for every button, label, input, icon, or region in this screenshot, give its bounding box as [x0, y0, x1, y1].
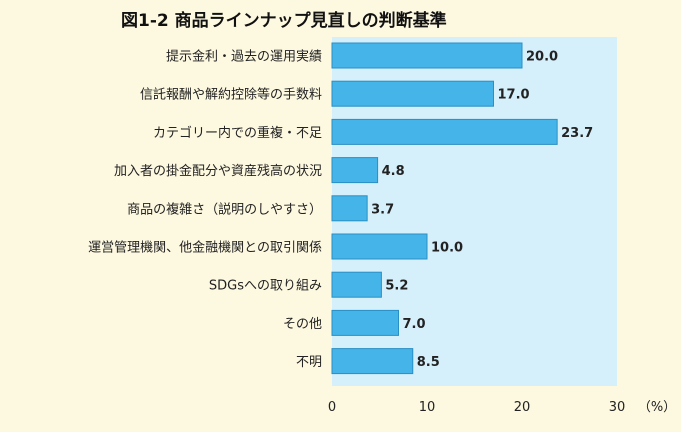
bar [331, 195, 368, 222]
x-tick-label: 10 [419, 400, 436, 415]
bar [331, 309, 399, 336]
bar [331, 233, 428, 260]
data-label: 3.7 [371, 202, 394, 217]
chart-title: 図1-2 商品ラインナップ見直しの判断基準 [121, 11, 447, 31]
category-label: 不明 [296, 355, 322, 370]
data-label: 10.0 [431, 241, 463, 256]
category-label: その他 [283, 317, 322, 332]
bar [331, 118, 558, 145]
category-label: カテゴリー内での重複・不足 [153, 125, 322, 141]
data-label: 8.5 [417, 355, 440, 370]
category-label: 加入者の掛金配分や資産残高の状況 [114, 163, 322, 179]
bar [331, 271, 382, 298]
category-label: 信託報酬や解約控除等の手数料 [140, 87, 322, 103]
bar [331, 348, 414, 375]
x-unit-label: （%） [638, 400, 676, 415]
data-label: 4.8 [382, 164, 405, 179]
x-tick-label: 20 [514, 400, 531, 415]
data-label: 5.2 [385, 279, 408, 294]
x-tick-label: 30 [609, 400, 626, 415]
data-label: 7.0 [403, 317, 426, 332]
category-label: SDGsへの取り組み [209, 279, 322, 294]
category-label: 提示金利・過去の運用実績 [166, 49, 322, 65]
category-label: 商品の複雑さ（説明のしやすさ） [127, 201, 322, 217]
bar [331, 157, 379, 184]
data-label: 20.0 [526, 50, 558, 65]
data-label: 23.7 [561, 126, 593, 141]
x-tick-label: 0 [328, 400, 336, 415]
bar [331, 42, 523, 69]
data-label: 17.0 [498, 88, 530, 103]
bar [331, 80, 494, 107]
category-label: 運営管理機関、他金融機関との取引関係 [88, 240, 322, 256]
